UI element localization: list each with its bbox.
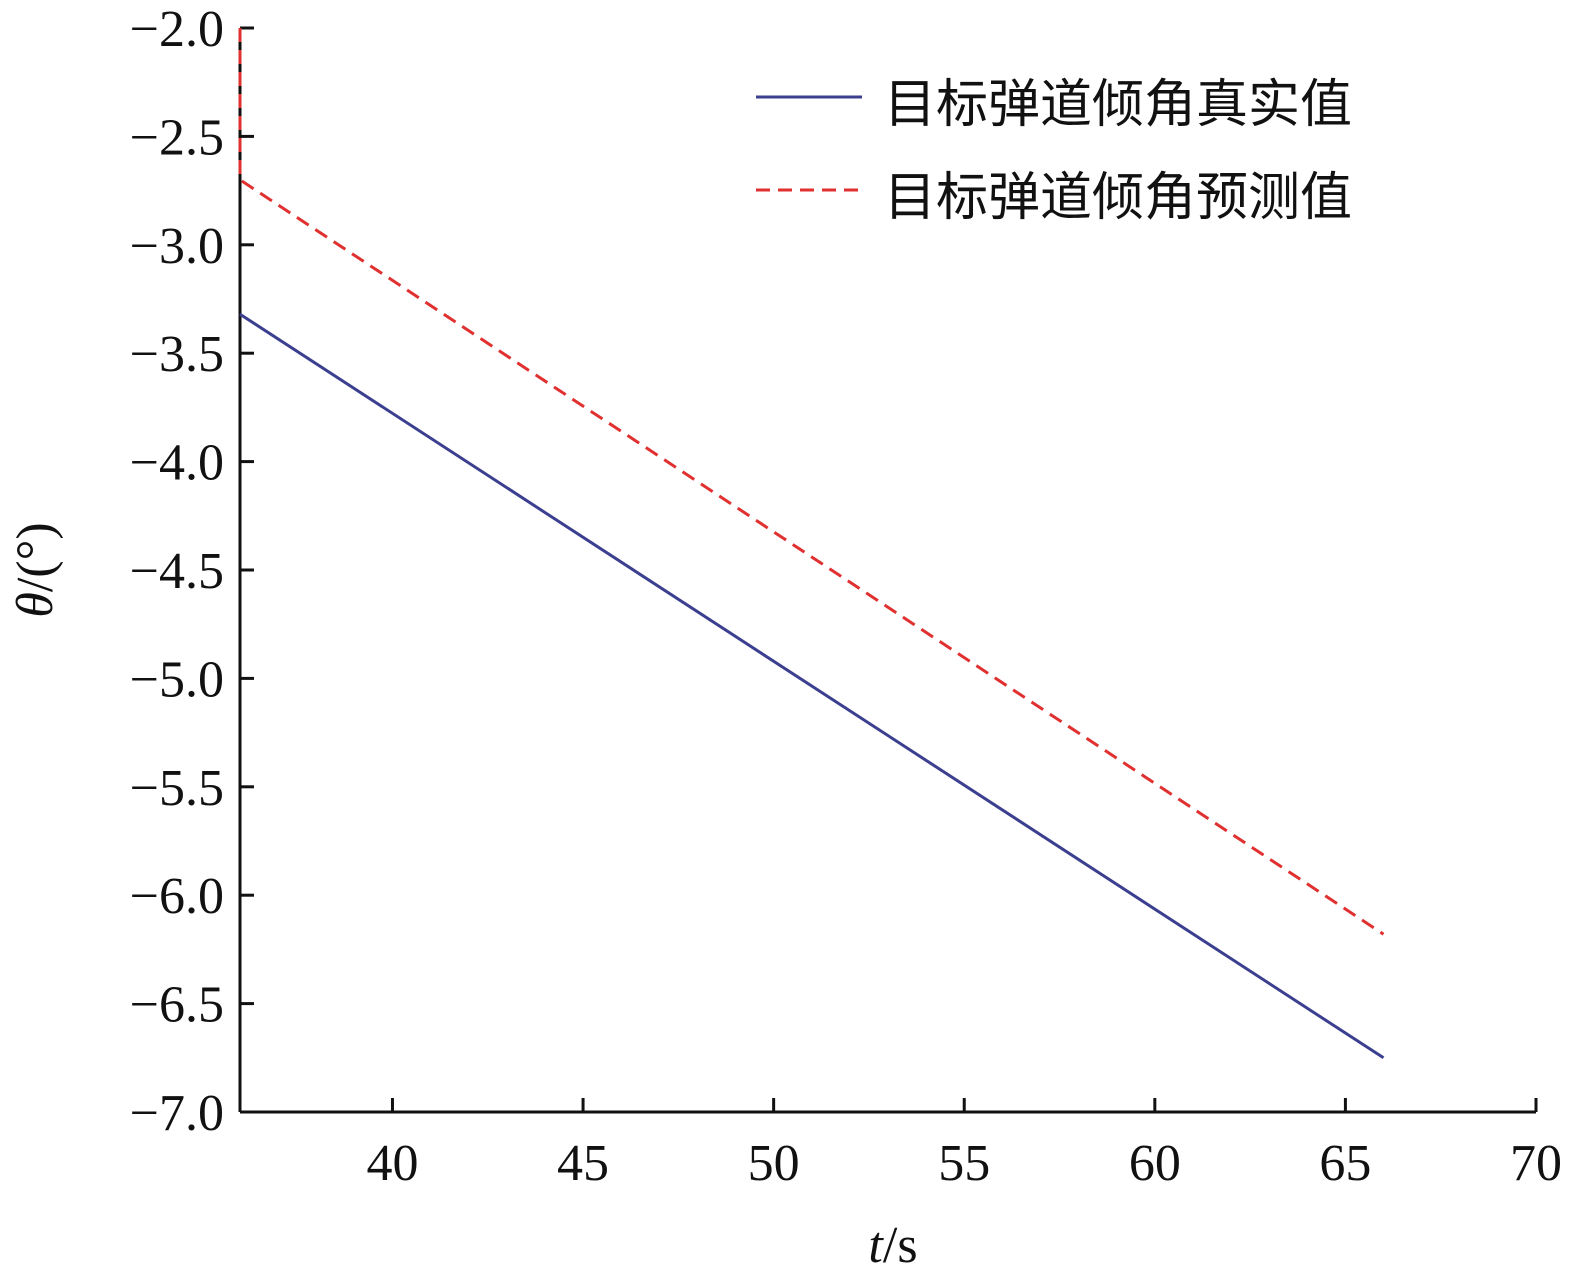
x-ticks: 40 45 50 55 60 65 70	[366, 1098, 1562, 1192]
series-line-true	[239, 312, 1385, 1060]
x-tick-label: 50	[748, 1135, 800, 1192]
x-tick-label: 55	[938, 1135, 990, 1192]
y-tick-label: −4.0	[130, 435, 224, 492]
x-axis-label: t/s	[868, 1217, 917, 1270]
x-tick-label: 40	[366, 1135, 418, 1192]
y-tick-label: −6.5	[130, 977, 224, 1034]
y-ticks: −2.0 −2.5 −3.0 −3.5 −4.0 −4.5 −5.0 −5.5 −6.0 −6.5…	[130, 1, 254, 1142]
y-tick-label: −3.0	[130, 218, 224, 275]
y-tick-label: −5.0	[130, 651, 224, 708]
y-tick-label: −7.0	[130, 1085, 224, 1142]
y-tick-label: −6.0	[130, 868, 224, 925]
y-tick-label: −5.5	[130, 760, 224, 817]
x-tick-label: 45	[557, 1135, 609, 1192]
legend-label-predicted: 目标弹道倾角预测值	[884, 168, 1352, 228]
legend: 目标弹道倾角真实值 目标弹道倾角预测值	[756, 75, 1352, 228]
y-axis-label-unit: /(°)	[7, 522, 64, 592]
x-tick-label: 60	[1129, 1135, 1181, 1192]
series-layer	[238, 28, 1385, 1060]
x-tick-label: 70	[1510, 1135, 1562, 1192]
y-tick-label: −3.5	[130, 326, 224, 383]
x-axis-label-unit: /s	[883, 1217, 918, 1270]
y-tick-label: −4.5	[130, 543, 224, 600]
y-tick-label: −2.0	[130, 1, 224, 58]
x-tick-label: 65	[1319, 1135, 1371, 1192]
x-axis-label-var: t	[868, 1217, 884, 1270]
y-axis-label: θ/(°)	[7, 522, 64, 617]
legend-label-true: 目标弹道倾角真实值	[884, 75, 1352, 135]
series-line-predicted	[238, 28, 1385, 936]
y-tick-label: −2.5	[130, 109, 224, 166]
y-axis-label-var: θ	[7, 592, 64, 618]
